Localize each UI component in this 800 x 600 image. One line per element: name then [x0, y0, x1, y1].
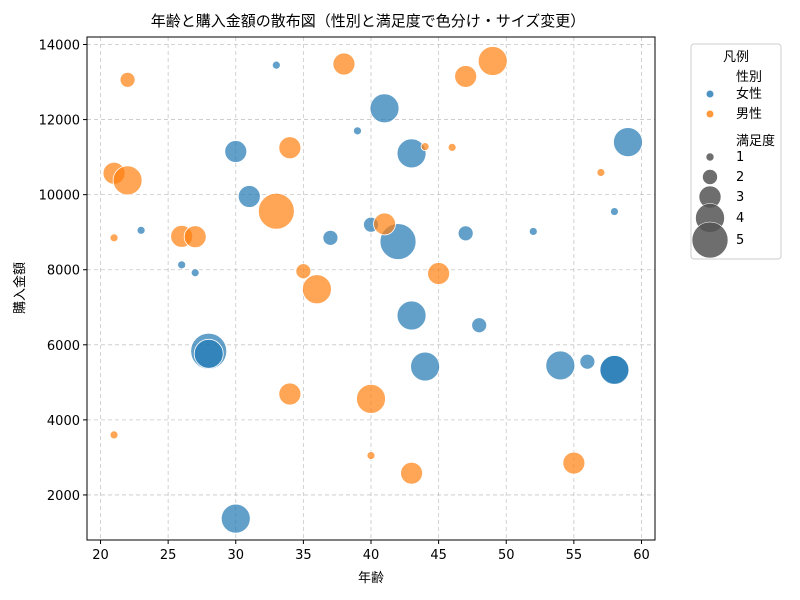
data-point [471, 317, 488, 334]
y-tick-label: 6000 [47, 339, 80, 354]
y-tick-label: 14000 [39, 39, 80, 54]
y-tick-label: 4000 [47, 414, 80, 429]
data-point [579, 353, 596, 370]
x-tick-label: 35 [295, 548, 312, 563]
data-point [177, 260, 187, 270]
x-tick-label: 45 [430, 548, 447, 563]
data-point [109, 233, 119, 243]
legend-size-marker [705, 152, 715, 162]
legend-size-label: 2 [736, 170, 744, 185]
legend-marker [706, 90, 714, 98]
y-axis-label: 購入金額 [12, 262, 28, 314]
x-tick-label: 30 [227, 548, 244, 563]
data-point [193, 338, 224, 369]
y-tick-label: 12000 [39, 114, 80, 129]
data-point [477, 46, 508, 76]
legend-size-marker [702, 169, 718, 185]
data-point [322, 229, 339, 246]
data-point [562, 451, 586, 475]
x-tick-label: 55 [566, 548, 583, 563]
legend-size-label: 4 [736, 211, 744, 226]
data-point [353, 126, 362, 136]
data-point [410, 351, 440, 382]
x-tick-label: 50 [498, 548, 515, 563]
legend-size-label: 5 [736, 233, 744, 248]
data-point [613, 127, 643, 158]
data-point [373, 212, 396, 236]
legend-size-marker [691, 221, 729, 259]
data-point [112, 165, 143, 196]
y-axis-ticks: 2000 4000 6000 8000 10000 12000 14000 [39, 39, 87, 504]
data-point [183, 225, 207, 249]
legend-label: 女性 [736, 86, 762, 102]
legend-label: 男性 [736, 107, 762, 122]
x-tick-label: 25 [160, 548, 177, 563]
x-tick-label: 40 [363, 548, 380, 563]
data-point [528, 227, 538, 236]
data-point [278, 382, 302, 406]
x-axis-label: 年齢 [358, 571, 384, 586]
data-point [454, 65, 478, 88]
points-layer [102, 46, 643, 534]
x-axis-ticks: 20 25 30 35 40 45 50 55 60 [92, 540, 650, 563]
data-point [457, 225, 474, 242]
data-point [278, 136, 302, 160]
data-point [119, 71, 136, 88]
data-point [545, 350, 576, 381]
data-point [596, 168, 606, 177]
chart-title: 年齢と購入金額の散布図（性別と満足度で色分け・サイズ変更） [151, 12, 586, 30]
data-point [136, 225, 146, 235]
legend-size-label: 3 [736, 190, 744, 205]
grid [87, 37, 655, 540]
y-tick-label: 10000 [39, 189, 80, 204]
x-tick-label: 20 [92, 548, 109, 563]
data-point [447, 142, 457, 152]
legend-title: 凡例 [723, 50, 749, 65]
y-tick-label: 2000 [47, 489, 80, 504]
data-point [400, 461, 423, 485]
data-point [369, 93, 400, 124]
data-point [599, 355, 630, 385]
data-point [220, 503, 251, 534]
data-point [109, 430, 119, 440]
data-point [420, 142, 430, 152]
data-point [610, 207, 619, 216]
data-point [224, 140, 248, 163]
data-point [396, 138, 427, 169]
data-point [190, 268, 200, 278]
data-point [302, 274, 332, 305]
data-point [396, 300, 427, 331]
data-point [332, 52, 356, 76]
data-point [237, 185, 261, 208]
data-point [366, 451, 376, 460]
y-tick-label: 8000 [47, 264, 80, 279]
data-point [271, 60, 281, 70]
x-tick-label: 60 [633, 548, 650, 563]
legend-hue-title: 性別 [736, 70, 762, 85]
data-point [356, 383, 386, 414]
legend-marker [706, 110, 714, 118]
data-point [295, 263, 312, 280]
data-point [257, 192, 295, 230]
data-point [427, 262, 451, 285]
legend-size-label: 1 [736, 150, 744, 165]
legend-size-title: 満足度 [736, 133, 775, 149]
